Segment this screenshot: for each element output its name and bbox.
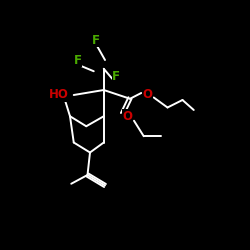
Text: O: O bbox=[122, 110, 132, 123]
Text: HO: HO bbox=[49, 88, 69, 102]
Text: F: F bbox=[74, 54, 82, 66]
Text: F: F bbox=[92, 34, 100, 46]
Text: F: F bbox=[112, 70, 120, 83]
Text: O: O bbox=[142, 88, 152, 102]
